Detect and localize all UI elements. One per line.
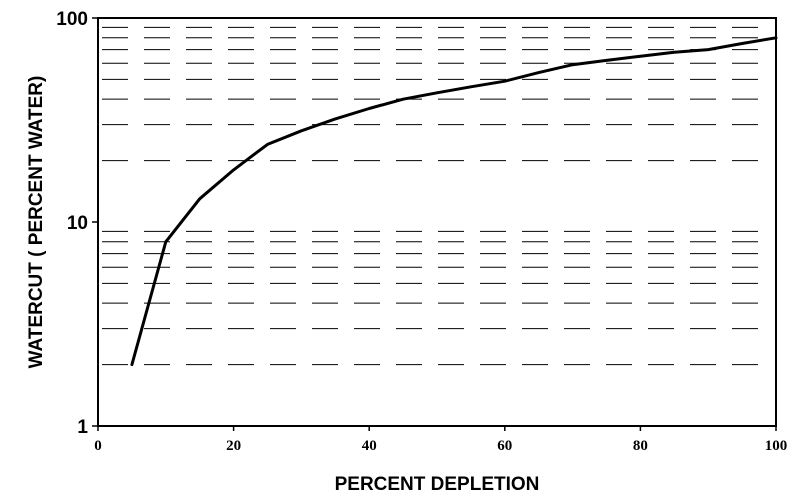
axis-ticks: 0 20 40 60 80 100 1 10 100 (56, 9, 787, 454)
grid-lines (102, 26, 772, 366)
series-layer (130, 36, 778, 367)
x-tick-label: 40 (362, 438, 377, 454)
y-axis-title: WATERCUT ( PERCENT WATER) (26, 76, 47, 369)
x-axis-title: PERCENT DEPLETION (335, 474, 540, 495)
x-tick-label: 0 (94, 438, 102, 454)
x-tick-label: 20 (226, 438, 241, 454)
y-tick-label: 10 (67, 213, 88, 234)
x-tick-label: 80 (633, 438, 648, 454)
x-tick-label: 100 (765, 438, 788, 454)
y-tick-label: 100 (56, 9, 88, 30)
series-line (130, 36, 778, 367)
x-tick-label: 60 (497, 438, 512, 454)
y-tick-label: 1 (77, 417, 88, 438)
